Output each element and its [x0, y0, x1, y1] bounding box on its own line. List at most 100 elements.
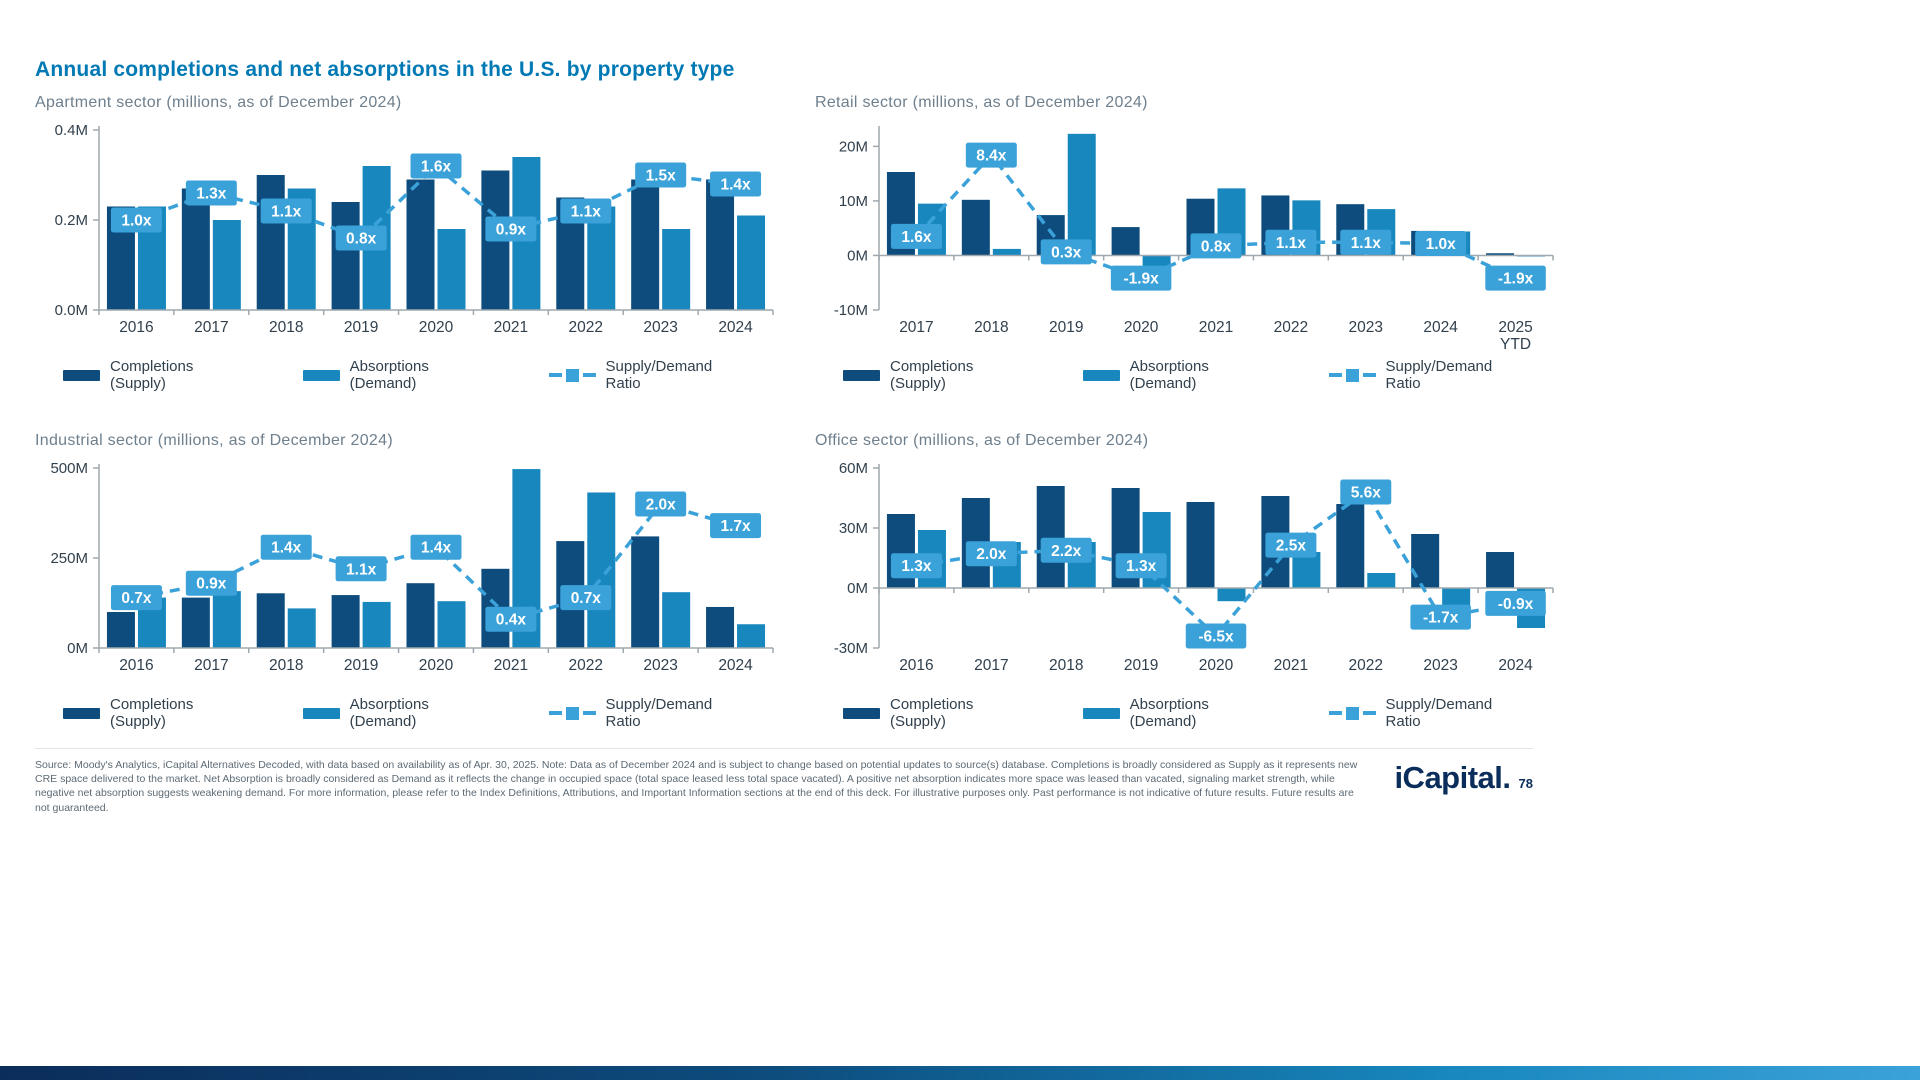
- x-category-label: 2020: [1124, 319, 1159, 336]
- ratio-label-box: [410, 534, 462, 560]
- y-tick-label: -10M: [834, 302, 868, 319]
- ratio-label: 1.3x: [901, 558, 932, 575]
- supply-bar: [181, 597, 210, 648]
- ratio-label-box: [185, 570, 237, 596]
- x-category-label: 2017: [194, 657, 228, 674]
- y-tick-label: 0M: [67, 640, 88, 657]
- ratio-label-box: [260, 198, 312, 224]
- ratio-label: -1.9x: [1123, 271, 1159, 288]
- legend-item-ratio: Supply/Demand Ratio: [1328, 358, 1518, 392]
- apartment-legend: Completions (Supply) Absorptions (Demand…: [63, 358, 783, 392]
- panel-apartment: Apartment sector (millions, as of Decemb…: [35, 94, 783, 392]
- x-category-label: 2019: [344, 657, 378, 674]
- ratio-label: 2.0x: [646, 497, 677, 514]
- x-category-label: 2024: [1423, 319, 1458, 336]
- x-category-label: 2022: [569, 319, 603, 336]
- x-category-label: 2018: [974, 319, 1008, 336]
- ratio-label: 1.1x: [346, 561, 377, 578]
- bottom-accent-bar: [0, 1066, 1920, 1080]
- legend-item-demand: Absorptions (Demand): [302, 358, 489, 392]
- x-category-label: 2016: [119, 319, 153, 336]
- supply-bar: [1486, 552, 1515, 588]
- ratio-label-box: [710, 513, 762, 539]
- ratio-label: 0.3x: [1051, 244, 1082, 261]
- ratio-label-box: [1485, 590, 1546, 616]
- supply-bar: [406, 179, 435, 310]
- ratio-label-box: [965, 142, 1017, 168]
- ratio-label: -1.9x: [1498, 271, 1534, 288]
- demand-bar: [362, 601, 391, 648]
- industrial-legend: Completions (Supply) Absorptions (Demand…: [63, 696, 783, 730]
- office-legend: Completions (Supply) Absorptions (Demand…: [843, 696, 1563, 730]
- ratio-label-box: [485, 606, 537, 632]
- ratio-label: 1.7x: [720, 518, 751, 535]
- panel-office: Office sector (millions, as of December …: [815, 432, 1563, 730]
- legend-item-supply: Completions (Supply): [843, 696, 1023, 730]
- demand-swatch-icon: [302, 707, 340, 719]
- ratio-label: 1.4x: [720, 177, 751, 194]
- supply-bar: [1111, 227, 1140, 256]
- x-category-label: 2023: [643, 657, 677, 674]
- supply-bar: [331, 595, 360, 648]
- legend-item-demand: Absorptions (Demand): [1082, 358, 1269, 392]
- ratio-label-box: [965, 541, 1017, 567]
- x-category-label: 2018: [269, 657, 303, 674]
- ratio-label-box: [1485, 265, 1546, 291]
- ratio-label: 1.6x: [421, 159, 452, 176]
- ratio-label-box: [1410, 604, 1471, 630]
- ratio-label-box: [110, 585, 162, 611]
- ratio-line-icon: [548, 368, 596, 382]
- x-category-label: 2016: [119, 657, 153, 674]
- x-category-label: 2017: [974, 657, 1008, 674]
- legend-demand-label: Absorptions (Demand): [1129, 358, 1209, 392]
- panel-industrial: Industrial sector (millions, as of Decem…: [35, 432, 783, 730]
- ratio-label: 1.3x: [1126, 558, 1157, 575]
- demand-bar: [212, 220, 241, 310]
- x-category-label: 2023: [1423, 657, 1457, 674]
- demand-swatch-icon: [1082, 707, 1120, 719]
- ratio-label: -6.5x: [1198, 629, 1234, 646]
- ratio-label-box: [260, 534, 312, 560]
- demand-swatch-icon: [1082, 369, 1120, 381]
- supply-bar: [1036, 486, 1065, 588]
- supply-swatch-icon: [63, 369, 100, 381]
- supply-bar: [1186, 502, 1215, 588]
- legend-supply-label: Completions (Supply): [890, 696, 974, 730]
- y-tick-label: 0.2M: [55, 212, 88, 229]
- icapital-logo: iCapital.: [1394, 760, 1511, 795]
- x-category-label: 2019: [1124, 657, 1158, 674]
- legend-item-ratio: Supply/Demand Ratio: [548, 358, 738, 392]
- ratio-label: 0.4x: [496, 612, 527, 629]
- ratio-label-box: [1110, 265, 1172, 291]
- ratio-label-box: [110, 207, 162, 233]
- supply-swatch-icon: [63, 707, 100, 719]
- demand-bar: [437, 601, 466, 648]
- legend-ratio-label: Supply/Demand Ratio: [1385, 696, 1493, 730]
- y-tick-label: 250M: [50, 550, 88, 567]
- ratio-label: 1.0x: [1426, 236, 1457, 253]
- ratio-line: [915, 152, 1517, 281]
- ratio-label: 0.7x: [121, 590, 152, 607]
- demand-bar: [212, 591, 241, 648]
- ratio-label-box: [1265, 229, 1317, 255]
- ratio-label: 1.1x: [271, 204, 302, 221]
- x-category-label: 2025 YTD: [1498, 319, 1532, 353]
- x-category-label: 2021: [1274, 657, 1308, 674]
- x-category-label: 2019: [1049, 319, 1083, 336]
- ratio-label: 1.1x: [571, 204, 602, 221]
- ratio-label: 1.4x: [421, 540, 452, 557]
- ratio-label-box: [1040, 239, 1092, 265]
- x-category-label: 2018: [269, 319, 303, 336]
- legend-ratio-label: Supply/Demand Ratio: [605, 696, 713, 730]
- ratio-label-box: [1340, 479, 1392, 505]
- supply-bar: [256, 175, 285, 310]
- x-category-label: 2019: [344, 319, 378, 336]
- x-category-label: 2024: [718, 657, 753, 674]
- legend-supply-label: Completions (Supply): [890, 358, 974, 392]
- ratio-line-icon: [1328, 368, 1376, 382]
- page-number: 78: [1518, 776, 1533, 791]
- ratio-label: 0.7x: [571, 590, 602, 607]
- x-category-label: 2020: [419, 657, 454, 674]
- x-category-label: 2024: [718, 319, 753, 336]
- legend-ratio-label: Supply/Demand Ratio: [1385, 358, 1493, 392]
